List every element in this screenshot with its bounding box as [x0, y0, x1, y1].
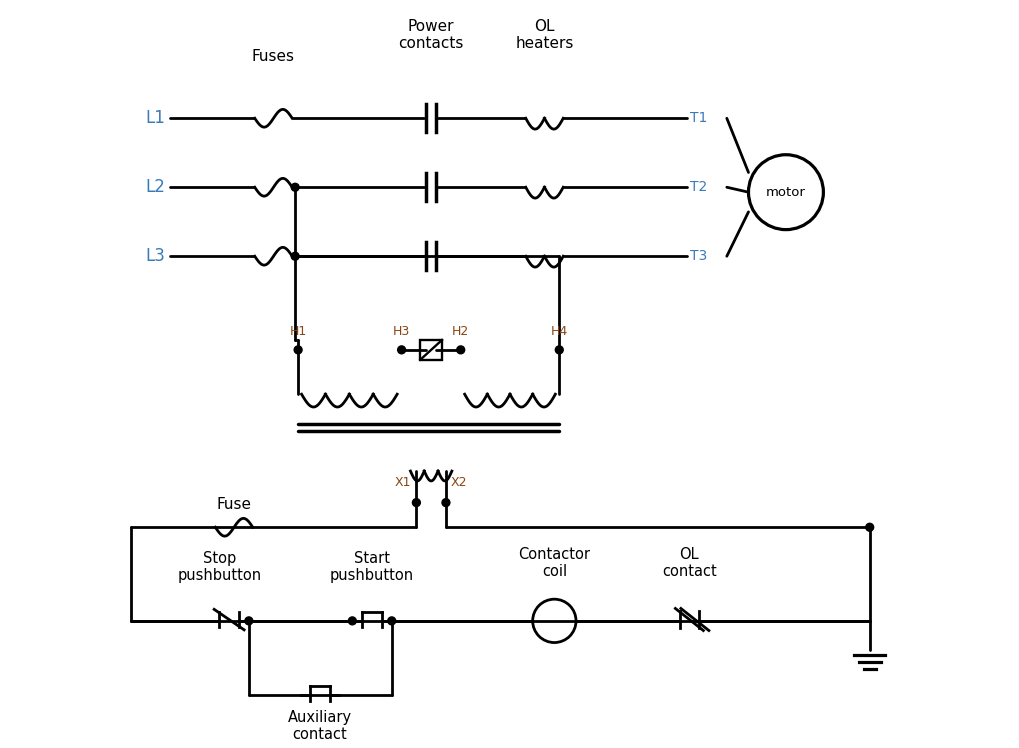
Bar	[420, 340, 441, 360]
Text: L1: L1	[145, 109, 165, 127]
Text: T1: T1	[690, 111, 707, 125]
Text: Fuses: Fuses	[252, 49, 294, 64]
Text: Power
contacts: Power contacts	[398, 19, 464, 52]
Text: X2: X2	[450, 476, 467, 488]
Circle shape	[865, 524, 873, 531]
Circle shape	[245, 617, 253, 625]
Text: Fuse: Fuse	[216, 497, 252, 512]
Text: T2: T2	[690, 180, 707, 194]
Circle shape	[291, 183, 299, 191]
Circle shape	[441, 499, 449, 506]
Circle shape	[293, 346, 302, 354]
Text: L3: L3	[145, 248, 165, 266]
Text: H3: H3	[392, 325, 410, 338]
Text: OL
heaters: OL heaters	[515, 19, 573, 52]
Circle shape	[554, 346, 562, 354]
Text: motor: motor	[765, 186, 805, 199]
Circle shape	[387, 617, 395, 625]
Text: H2: H2	[451, 325, 469, 338]
Text: Start
pushbutton: Start pushbutton	[329, 551, 414, 583]
Text: H4: H4	[550, 325, 568, 338]
Text: H1: H1	[289, 325, 307, 338]
Text: Auxiliary
contact: Auxiliary contact	[287, 710, 352, 742]
Circle shape	[397, 346, 406, 354]
Text: T3: T3	[690, 249, 707, 263]
Circle shape	[291, 252, 299, 260]
Circle shape	[457, 346, 465, 354]
Text: Contactor
coil: Contactor coil	[518, 547, 590, 580]
Circle shape	[348, 617, 356, 625]
Text: Stop
pushbutton: Stop pushbutton	[177, 551, 261, 583]
Circle shape	[412, 499, 420, 506]
Text: OL
contact: OL contact	[661, 547, 716, 580]
Text: X1: X1	[394, 476, 411, 488]
Text: L2: L2	[145, 178, 165, 196]
